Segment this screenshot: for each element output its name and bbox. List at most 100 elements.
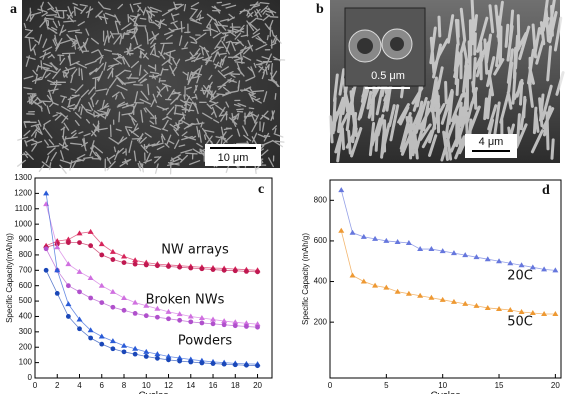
data-point (541, 311, 548, 317)
data-point (166, 357, 171, 363)
data-point (428, 246, 435, 252)
y-axis-label: Specific Capacity(mAh/g) (5, 233, 14, 323)
data-point (76, 316, 83, 322)
data-point (349, 272, 356, 278)
data-point (121, 349, 127, 355)
data-point (338, 227, 345, 233)
data-point (166, 264, 171, 269)
plot-area (34, 177, 273, 379)
data-point (188, 319, 194, 325)
data-point (462, 252, 469, 258)
data-point (417, 246, 424, 252)
data-point (552, 311, 559, 317)
y-tick-label: 400 (19, 312, 33, 321)
x-tick-label: 20 (551, 381, 560, 390)
data-point (121, 342, 128, 348)
data-point (254, 321, 261, 327)
data-point (507, 260, 514, 266)
y-tick-label: 1100 (15, 204, 33, 213)
x-tick-label: 18 (231, 381, 240, 390)
data-point (121, 253, 128, 259)
data-point (76, 230, 83, 236)
data-point (541, 266, 548, 272)
data-point (232, 319, 239, 325)
data-point (98, 333, 105, 339)
data-point (65, 314, 71, 319)
x-tick-label: 6 (100, 381, 105, 390)
data-point (507, 306, 514, 312)
data-point (132, 345, 139, 351)
data-point (143, 348, 150, 354)
data-point (88, 335, 94, 341)
data-point (518, 309, 525, 314)
data-point (188, 265, 194, 271)
data-point (417, 292, 424, 298)
data-point (65, 261, 72, 267)
data-point (244, 268, 249, 274)
data-point (496, 258, 503, 264)
data-point (232, 323, 238, 329)
data-point (87, 327, 94, 333)
data-point (99, 300, 105, 306)
data-point (154, 314, 160, 320)
data-point (349, 229, 356, 235)
data-point (109, 338, 116, 344)
data-point (244, 324, 249, 329)
data-point (132, 261, 138, 267)
data-point (43, 246, 49, 252)
data-point (109, 248, 116, 254)
data-point (177, 264, 183, 270)
data-point (210, 361, 216, 366)
y-tick-label: 600 (314, 236, 328, 245)
data-point (165, 308, 172, 314)
y-tick-label: 500 (19, 296, 33, 305)
series-line (45, 270, 258, 367)
data-point (439, 296, 446, 302)
scale-bar-box (205, 144, 261, 166)
panel-label: b (316, 2, 324, 17)
data-point (54, 267, 61, 273)
nanowire-texture (17, 1, 286, 175)
data-point (98, 241, 105, 247)
data-point (552, 267, 559, 273)
data-point (405, 239, 412, 245)
annotation: Broken NWs (146, 293, 225, 308)
data-point (360, 233, 367, 239)
data-point (143, 354, 149, 359)
x-tick-label: 0 (328, 381, 333, 390)
panel-label: d (542, 183, 550, 198)
data-point (383, 284, 390, 290)
data-point (132, 310, 138, 316)
data-point (154, 355, 160, 361)
data-point (394, 238, 401, 244)
data-point (255, 363, 260, 369)
data-point (221, 318, 228, 324)
data-point (221, 322, 227, 328)
y-tick-label: 600 (19, 281, 33, 290)
series-line (45, 248, 258, 328)
data-point (121, 295, 128, 300)
x-tick-label: 14 (186, 381, 195, 390)
data-point (65, 283, 71, 289)
y-tick-label: 800 (314, 195, 328, 204)
x-tick-label: 8 (122, 381, 127, 390)
data-point (99, 341, 105, 347)
x-tick-label: 5 (384, 381, 389, 390)
x-tick-label: 15 (495, 381, 504, 390)
y-tick-label: 100 (19, 358, 33, 367)
y-tick-label: 700 (19, 265, 33, 274)
data-point (132, 257, 139, 263)
x-tick-label: 0 (33, 381, 38, 390)
y-tick-label: 200 (19, 342, 33, 351)
data-point (255, 269, 260, 275)
data-point (76, 268, 83, 274)
scale-bar-box (465, 134, 517, 158)
data-point (65, 240, 71, 246)
data-point (54, 290, 60, 296)
x-axis-label: Cycles (138, 391, 168, 394)
data-point (77, 326, 82, 332)
data-point (496, 305, 503, 311)
annotation: 20C (507, 269, 533, 284)
data-point (154, 305, 161, 311)
data-point (143, 262, 149, 268)
